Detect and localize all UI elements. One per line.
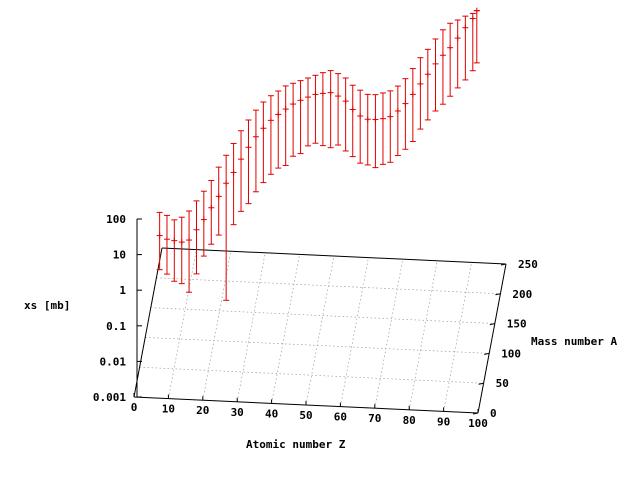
y-tick-mark [495, 293, 501, 296]
grid-line-z [202, 251, 232, 401]
y-tick-mark [489, 323, 495, 326]
y-tick-mark [472, 412, 479, 415]
y-tick-label: 200 [512, 288, 532, 301]
grid-line-z [374, 259, 404, 409]
x-axis-label: Atomic number Z [246, 438, 346, 451]
z-tick-label: 0.01 [100, 355, 127, 368]
y-tick-mark [500, 263, 507, 266]
x-tick-label: 60 [334, 411, 347, 424]
x-tick-label: 40 [265, 407, 278, 420]
axis-labels: xs [mb] Atomic number Z Mass number A [24, 299, 617, 451]
z-tick-label: 100 [106, 213, 126, 226]
grid [133, 247, 507, 414]
z-tick-label: 10 [113, 249, 126, 262]
base-left-edge [133, 247, 163, 398]
grid-line-z [168, 249, 197, 399]
x-tick-label: 90 [437, 415, 450, 428]
grid-line-a [150, 307, 495, 324]
y-tick-label: 0 [490, 407, 497, 420]
grid-line-z [236, 252, 266, 402]
z-tick-label: 0.001 [93, 391, 126, 404]
axes [133, 219, 507, 414]
z-tick-label: 0.1 [106, 320, 126, 333]
x-tick-label: 30 [231, 406, 244, 419]
z-tick-label: 1 [119, 284, 126, 297]
y-tick-label: 250 [518, 258, 538, 271]
x-tick-label: 20 [196, 404, 209, 417]
data-series [156, 7, 480, 301]
x-tick-label: 0 [131, 401, 138, 414]
grid-line-z [443, 262, 472, 412]
x-tick-label: 10 [162, 403, 175, 416]
grid-line-z [340, 257, 369, 407]
y-tick-mark [484, 352, 490, 355]
tick-labels: 0 10 20 30 40 50 60 70 80 90 1000501001502002500.0… [93, 213, 538, 430]
base-back-edge [161, 247, 507, 265]
x-tick-label: 50 [299, 409, 312, 422]
grid-line-a [145, 337, 490, 354]
grid-line-z [305, 255, 335, 406]
grid-line-z [271, 254, 300, 404]
grid-line-a [139, 366, 484, 384]
y-axis-line [477, 263, 507, 414]
grid-line-z [408, 260, 438, 410]
y-tick-mark [478, 382, 484, 385]
y-tick-label: 100 [501, 347, 521, 360]
grid-line-a [156, 277, 501, 295]
x-tick-label: 100 [468, 417, 488, 430]
y-tick-label: 50 [496, 377, 509, 390]
x-tick-label: 70 [368, 412, 381, 425]
y-axis-label: Mass number A [531, 335, 617, 348]
y-tick-label: 150 [507, 318, 527, 331]
z-axis-label: xs [mb] [24, 299, 70, 312]
x-tick-label: 80 [403, 414, 416, 427]
